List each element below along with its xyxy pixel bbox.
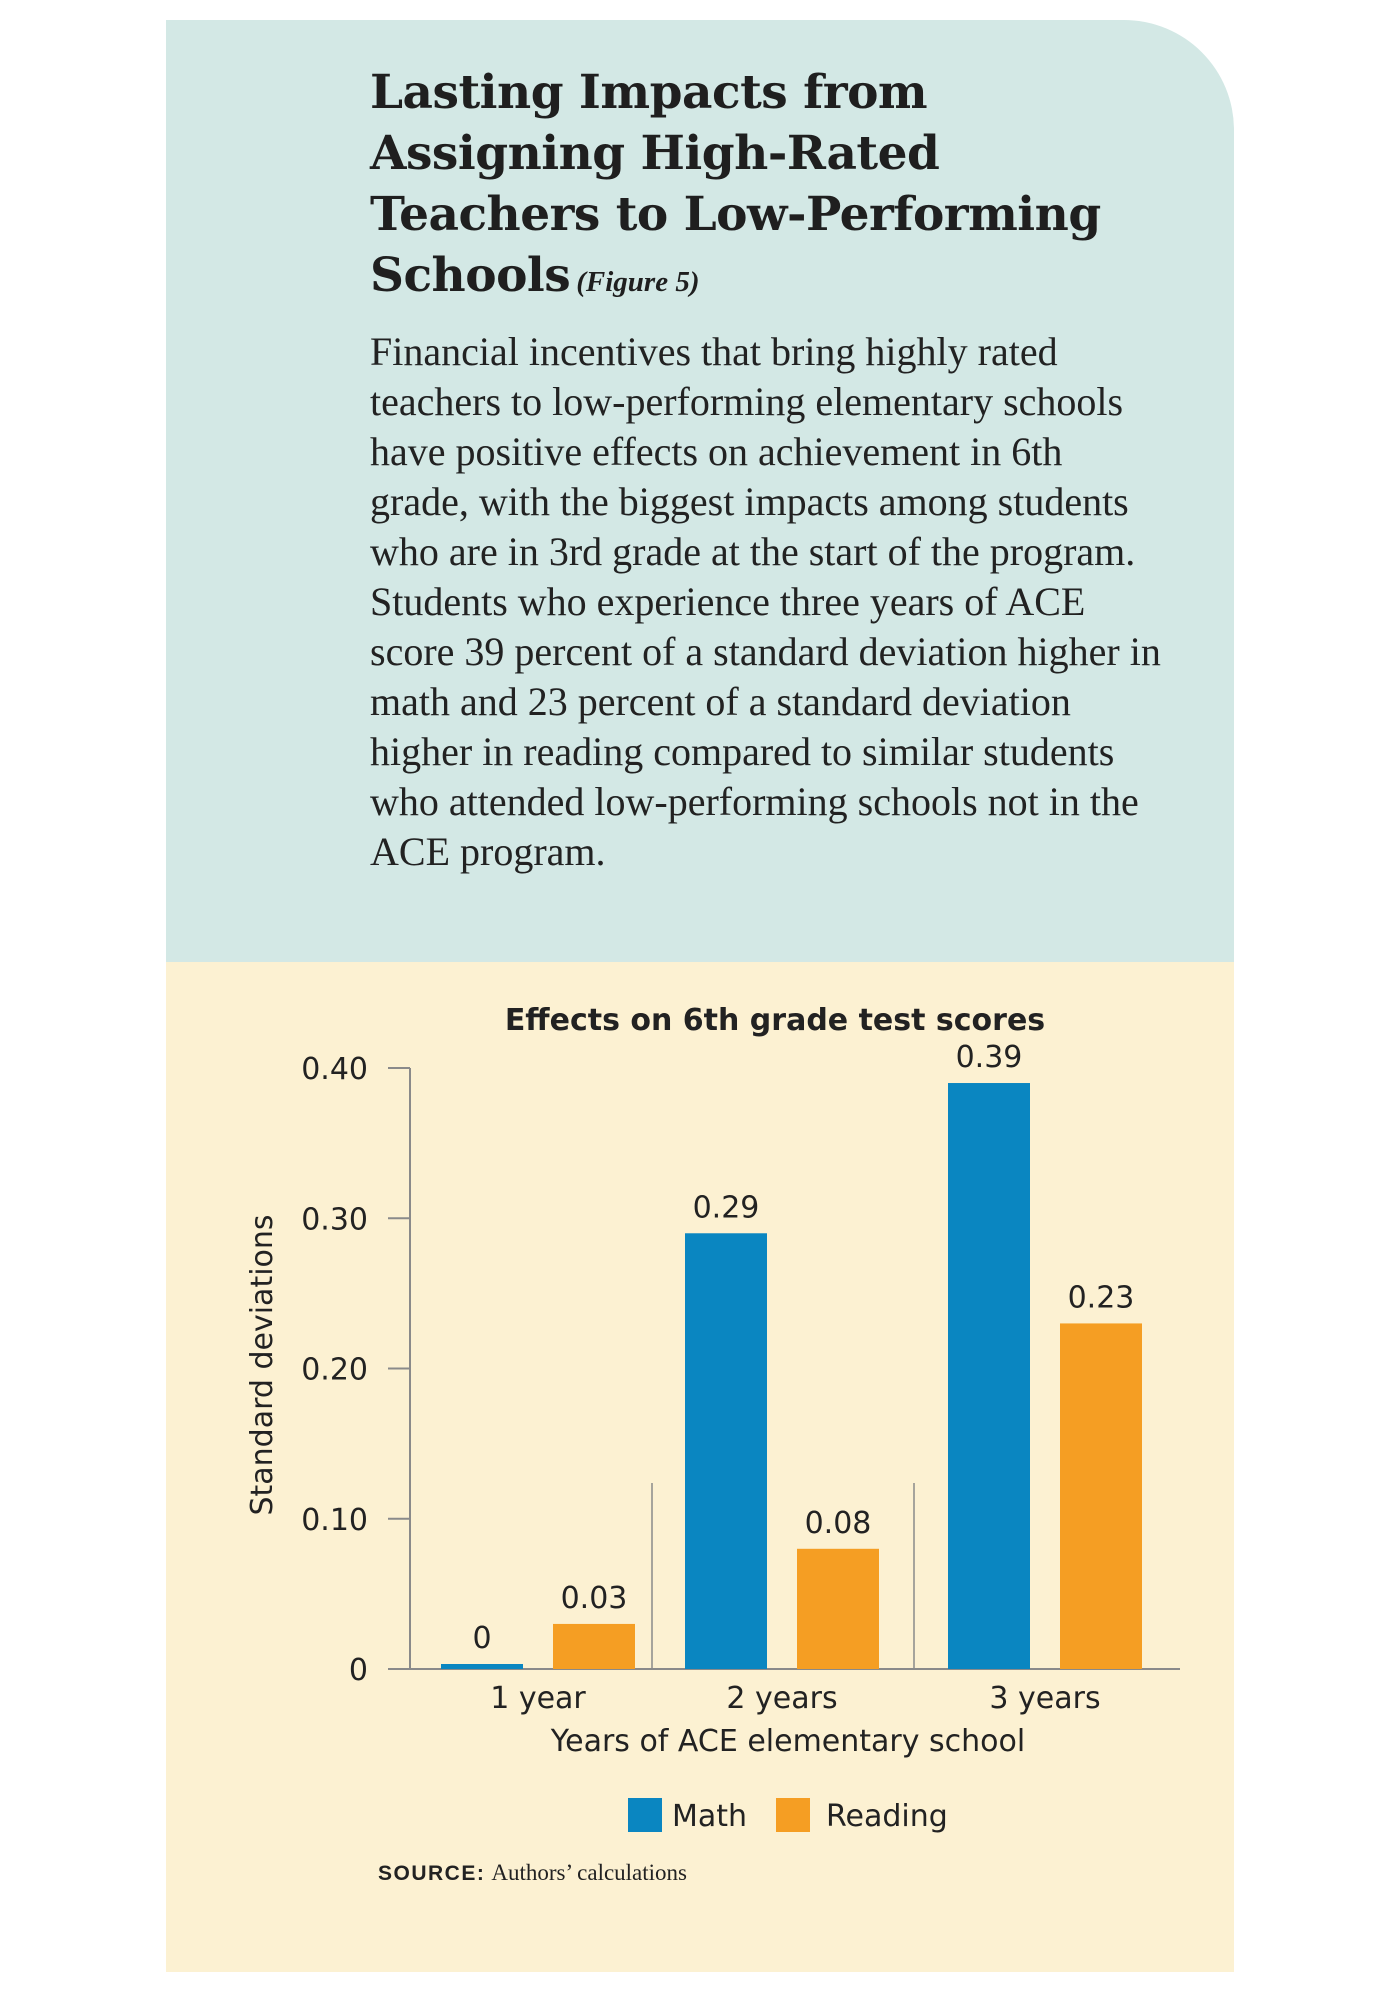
x-tick-label: 1 year <box>490 1681 586 1716</box>
data-label: 0.39 <box>956 1040 1023 1075</box>
bar-reading <box>797 1548 879 1669</box>
source-note: SOURCE: Authors’ calculations <box>378 1860 687 1886</box>
legend-label-reading: Reading <box>826 1799 948 1834</box>
bar-reading <box>553 1623 635 1669</box>
data-label: 0.08 <box>805 1506 872 1541</box>
data-label: 0.23 <box>1068 1280 1135 1315</box>
y-axis-label: Standard deviations <box>245 1214 280 1515</box>
chart-title: Effects on 6th grade test scores <box>505 1003 1045 1038</box>
legend-swatch-math <box>628 1798 662 1832</box>
y-tick-label: 0 <box>349 1653 368 1688</box>
figure-title: Lasting Impacts from Assigning High-Rate… <box>370 62 1150 313</box>
source-label: SOURCE: <box>378 1862 486 1885</box>
y-tick-label: 0.30 <box>301 1202 368 1237</box>
y-tick-label: 0.20 <box>301 1353 368 1388</box>
bar-math <box>441 1664 523 1669</box>
text-section <box>166 20 1234 962</box>
legend-label-math: Math <box>672 1799 747 1834</box>
x-tick-label: 3 years <box>989 1681 1100 1716</box>
y-tick-label: 0.40 <box>301 1052 368 1087</box>
bar-math <box>685 1233 767 1669</box>
x-axis-label: Years of ACE elementary school <box>550 1724 1025 1759</box>
legend-swatch-reading <box>776 1798 810 1832</box>
data-label: 0.03 <box>561 1581 628 1616</box>
y-tick-label: 0.10 <box>301 1503 368 1538</box>
bar-reading <box>1060 1323 1142 1669</box>
figure-description: Financial incentives that bring highly r… <box>370 329 1161 874</box>
figure-title-text: Lasting Impacts from Assigning High-Rate… <box>370 65 1101 303</box>
data-label: 0.29 <box>693 1190 760 1225</box>
x-tick-label: 2 years <box>726 1681 837 1716</box>
data-label: 0 <box>472 1621 491 1656</box>
source-text: Authors’ calculations <box>491 1860 688 1885</box>
bar-math <box>948 1083 1030 1669</box>
figure-number: (Figure 5) <box>576 266 700 298</box>
